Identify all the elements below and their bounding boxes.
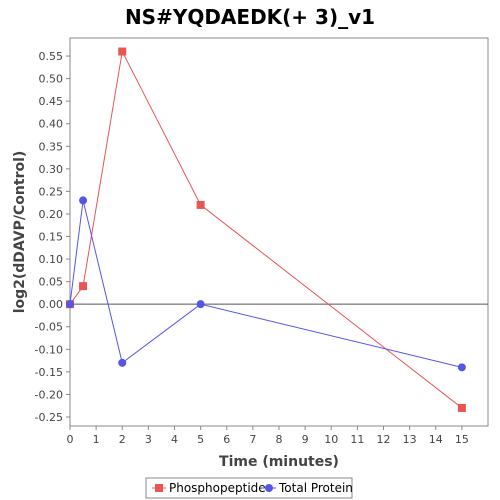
y-tick-label: -0.10 [35, 343, 63, 356]
plot-area [69, 37, 489, 427]
x-tick-label: 10 [324, 433, 338, 446]
x-tick-label: 8 [276, 433, 283, 446]
phosphopeptide-point [79, 282, 88, 291]
y-tick-label: 0.00 [39, 298, 64, 311]
y-tick-label: -0.15 [35, 366, 63, 379]
legend: Phosphopeptide Total Protein [145, 477, 353, 499]
y-tick-label: 0.50 [39, 73, 64, 86]
y-tick-label: 0.05 [39, 276, 64, 289]
total-protein-point [118, 358, 127, 367]
total-protein-point [196, 300, 205, 309]
phosphopeptide-point [457, 403, 466, 412]
y-tick-label: 0.30 [39, 163, 64, 176]
y-tick-label: 0.15 [39, 231, 64, 244]
x-tick-label: 2 [119, 433, 126, 446]
total-protein-point [79, 196, 88, 205]
total-protein-point [457, 363, 466, 372]
phosphopeptide-legend-marker [155, 484, 163, 492]
x-tick-label: 5 [197, 433, 204, 446]
y-tick-label: 0.20 [39, 208, 64, 221]
x-tick-label: 0 [67, 433, 74, 446]
y-tick-label: 0.25 [39, 185, 64, 198]
x-tick-label: 7 [249, 433, 256, 446]
x-tick-label: 6 [223, 433, 230, 446]
x-tick-label: 15 [455, 433, 469, 446]
total-protein-point [66, 300, 74, 309]
chart-title: NS#YQDAEDK(+ 3)_v1 [125, 5, 375, 29]
x-axis: 0 1 2 3 4 5 6 7 8 9 10 11 12 13 14 15 [67, 426, 469, 446]
phosphopeptide-point [196, 200, 205, 209]
series-layer [66, 47, 466, 412]
phosphopeptide-point [118, 47, 127, 56]
x-tick-label: 11 [350, 433, 364, 446]
x-tick-label: 13 [403, 433, 417, 446]
y-tick-label: -0.25 [35, 411, 63, 424]
legend-box [145, 477, 353, 499]
x-tick-label: 12 [377, 433, 391, 446]
x-tick-label: 1 [93, 433, 100, 446]
y-tick-label: 0.40 [39, 118, 64, 131]
x-tick-label: 9 [302, 433, 309, 446]
total-protein-legend-label: Total Protein [278, 481, 353, 495]
y-axis-label: log2(dDAVP/Control) [12, 151, 28, 314]
y-tick-label: 0.35 [39, 140, 64, 153]
y-tick-label: -0.05 [35, 321, 63, 334]
y-tick-label: -0.20 [35, 388, 63, 401]
x-tick-label: 4 [171, 433, 178, 446]
y-tick-label: 0.10 [39, 253, 64, 266]
phosphopeptide-legend-label: Phosphopeptide [169, 481, 266, 495]
x-tick-label: 14 [429, 433, 443, 446]
y-tick-label: 0.45 [39, 95, 64, 108]
x-tick-label: 3 [145, 433, 152, 446]
x-axis-label: Time (minutes) [219, 454, 339, 470]
y-tick-label: 0.55 [39, 50, 64, 63]
y-axis: -0.25 -0.20 -0.15 -0.10 -0.05 0.00 0.05 0.10 0.1… [35, 50, 70, 424]
total-protein-legend-marker [265, 484, 273, 492]
